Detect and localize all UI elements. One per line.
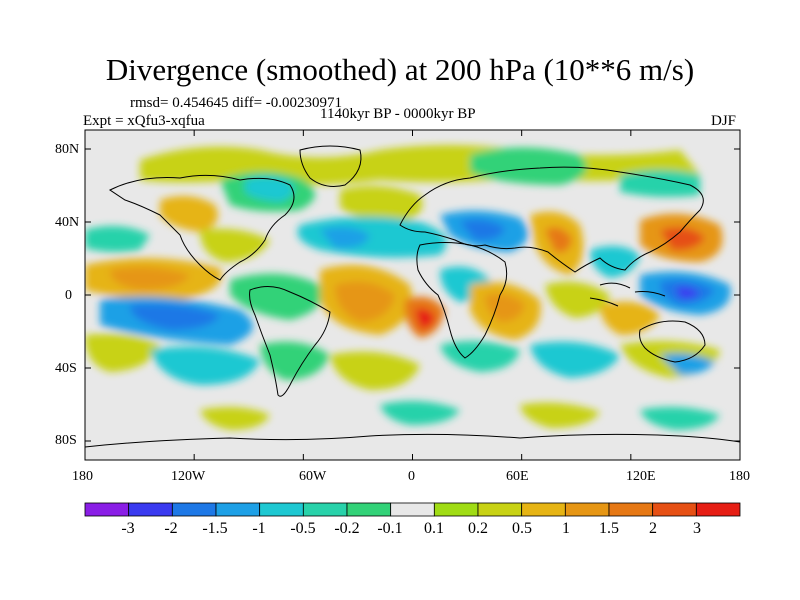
- season-label: DJF: [711, 113, 737, 129]
- colorbar-label: -1.5: [202, 520, 228, 537]
- colorbar-swatch: [608, 502, 654, 517]
- north-america-outline: [109, 174, 295, 281]
- colorbar-swatch: [390, 502, 435, 517]
- africa-outline: [416, 242, 508, 359]
- colorbar-swatch: [171, 502, 217, 517]
- x-tick-label: 180: [729, 469, 750, 484]
- colorbar-label: 0.5: [512, 520, 532, 537]
- x-tick-label: 60E: [506, 469, 529, 484]
- colorbar-swatch: [259, 502, 304, 517]
- colorbar-swatch: [652, 502, 697, 517]
- divergence-field: [85, 130, 740, 460]
- colorbar-swatch: [302, 502, 348, 517]
- y-tick-label: 80N: [55, 142, 80, 157]
- y-tick-label: 40N: [55, 215, 80, 230]
- colorbar-swatch: [128, 502, 173, 517]
- stats-label: rmsd= 0.454645 diff= -0.00230971: [130, 95, 343, 111]
- x-tick-label: 120E: [626, 469, 656, 484]
- y-tick-label: 40S: [55, 361, 77, 376]
- colorbar: [84, 502, 741, 517]
- colorbar-swatch: [215, 502, 261, 517]
- colorbar-label: 2: [649, 520, 657, 537]
- x-tick-label: 180: [72, 469, 93, 484]
- colorbar-label: 1: [562, 520, 570, 537]
- colorbar-label: -3: [121, 520, 135, 537]
- period-label: 1140kyr BP - 0000kyr BP: [320, 106, 476, 122]
- australia-outline: [639, 320, 706, 363]
- y-tick-label: 0: [65, 288, 72, 303]
- colorbar-label: -2: [164, 520, 178, 537]
- colorbar-swatch: [433, 502, 479, 517]
- colorbar-swatch: [84, 502, 130, 517]
- coastlines: [84, 145, 741, 448]
- greenland-outline: [299, 145, 362, 187]
- axis-ticks: [84, 130, 741, 460]
- colorbar-swatch: [695, 502, 741, 517]
- x-tick-label: 120W: [171, 469, 206, 484]
- colorbar-label: 1.5: [599, 520, 619, 537]
- colorbar-swatch: [521, 502, 566, 517]
- map-title: Divergence (smoothed) at 200 hPa (10**6 …: [105, 52, 695, 87]
- colorbar-label: -0.1: [377, 520, 403, 537]
- x-tick-label: 60W: [299, 469, 327, 484]
- colorbar-label: -1: [252, 520, 266, 537]
- colorbar-swatch: [564, 502, 610, 517]
- antarctica-outline: [84, 433, 741, 448]
- indonesia-outline: [589, 282, 666, 307]
- south-america-outline: [249, 286, 331, 397]
- x-tick-label: 0: [408, 469, 415, 484]
- colorbar-label: 0.1: [424, 520, 444, 537]
- colorbar-swatch: [477, 502, 523, 517]
- europe-asia-outline: [399, 166, 704, 273]
- colorbar-swatch: [346, 502, 392, 517]
- experiment-label: Expt = xQfu3-xqfua: [83, 113, 205, 129]
- colorbar-label: 3: [693, 520, 701, 537]
- colorbar-label: 0.2: [468, 520, 488, 537]
- y-tick-label: 80S: [55, 433, 77, 448]
- colorbar-label: -0.2: [334, 520, 360, 537]
- colorbar-label: -0.5: [290, 520, 316, 537]
